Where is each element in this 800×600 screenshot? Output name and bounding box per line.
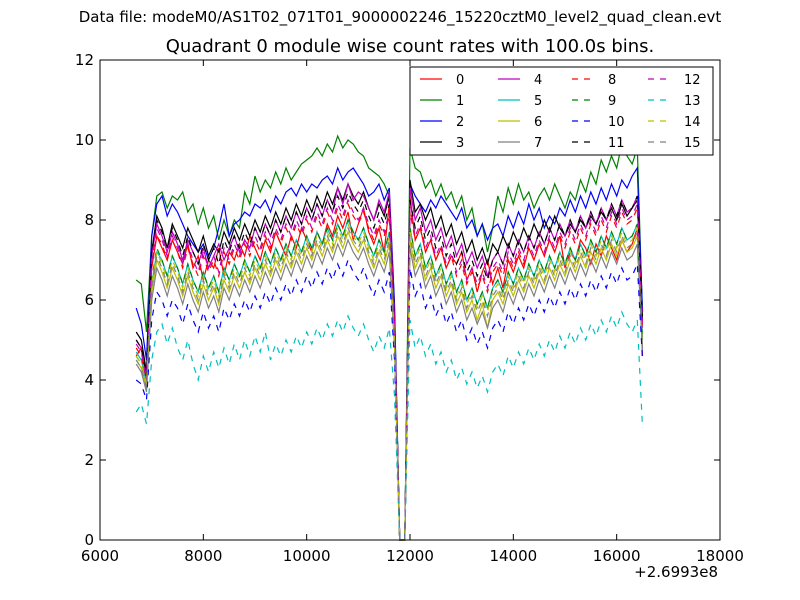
x-tick-label: 18000 [696,547,744,565]
legend-label-9: 9 [608,94,616,109]
series-line-13 [135,310,644,541]
legend-label-8: 8 [608,73,616,88]
series-line-15 [135,226,644,541]
y-tick-label: 4 [84,371,94,389]
x-offset-label: +2.6993e8 [634,563,718,581]
figure-suptitle: Data file: modeM0/AS1T02_071T01_90000022… [78,8,722,26]
series-line-7 [135,238,644,541]
series-line-2 [135,166,644,541]
x-tick-label: 12000 [386,547,434,565]
legend-label-2: 2 [456,115,464,130]
ticks-layer: 6000 8000 10000 12000 14000 16000 180000246810… [75,51,744,565]
series-line-14 [135,222,644,541]
x-tick-label: 10000 [283,547,331,565]
legend-label-1: 1 [456,94,464,109]
series-line-12 [135,198,644,541]
x-tick-label: 14000 [489,547,537,565]
legend-label-15: 15 [684,136,701,151]
legend-label-6: 6 [534,115,542,130]
y-tick-label: 8 [84,211,94,229]
legend-label-4: 4 [534,73,542,88]
legend-label-14: 14 [684,115,701,130]
legend-box [409,66,714,156]
y-tick-label: 2 [84,451,94,469]
legend-label-7: 7 [534,136,542,151]
series-line-9 [135,218,644,541]
series-line-10 [135,258,644,541]
legend-label-12: 12 [684,73,701,88]
y-tick-label: 10 [75,131,94,149]
legend-label-3: 3 [456,136,464,151]
chart-title: Quadrant 0 module wise count rates with … [165,36,655,57]
legend-label-10: 10 [608,115,625,130]
legend-label-5: 5 [534,94,542,109]
y-tick-label: 12 [75,51,94,69]
y-tick-label: 6 [84,291,94,309]
x-tick-label: 8000 [184,547,222,565]
legend-label-11: 11 [608,136,625,151]
series-layer [135,134,644,541]
legend-label-0: 0 [456,73,464,88]
x-tick-label: 6000 [81,547,119,565]
y-tick-label: 0 [84,531,94,549]
x-tick-label: 16000 [593,547,641,565]
series-line-11 [135,190,644,541]
legend-label-13: 13 [684,94,701,109]
